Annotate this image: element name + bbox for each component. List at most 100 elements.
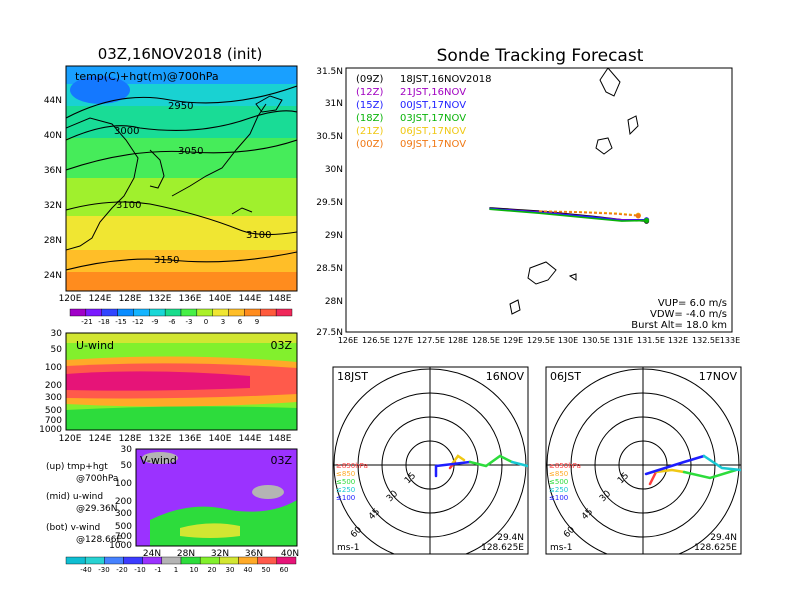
temp-cb-label-2: -18 bbox=[98, 318, 109, 326]
contour-label-3150: 3150 bbox=[154, 255, 179, 266]
track-lon-127E: 127E bbox=[393, 336, 413, 345]
legend-12z-time: 21JST,16NOV bbox=[400, 87, 466, 98]
temp-cb-label-4: -12 bbox=[132, 318, 143, 326]
track-lon-129.5E: 129.5E bbox=[527, 336, 555, 345]
hodo1-unit: ms-1 bbox=[337, 543, 359, 553]
temp-colorbar: -21 -18 -15 -12 -9 -6 -3 0 3 6 9 bbox=[69, 308, 293, 326]
hodo1-right-label: 16NOV bbox=[486, 370, 525, 383]
cold-pool bbox=[70, 76, 130, 104]
map-lon-148E: 148E bbox=[269, 294, 292, 304]
hodo2-seg-cyan bbox=[702, 454, 741, 472]
track-lat-28N: 28N bbox=[325, 297, 343, 307]
map-lon-144E: 144E bbox=[239, 294, 262, 304]
temp-colorbar-swatch bbox=[275, 308, 293, 317]
uwind-band-core bbox=[66, 371, 250, 391]
uwind-level-200: 200 bbox=[45, 381, 62, 391]
vwind-time: 03Z bbox=[270, 454, 292, 467]
temp-colorbar-swatch bbox=[101, 308, 118, 317]
contour-label-3050: 3050 bbox=[178, 146, 203, 157]
temp-cb-label-6: -6 bbox=[169, 318, 177, 326]
track-line-6 bbox=[538, 210, 639, 217]
track-lon-128E: 128E bbox=[448, 336, 468, 345]
temp-map-frame bbox=[65, 65, 298, 292]
temp-band-8 bbox=[66, 272, 297, 291]
hodo2-legend-850: ≤850 bbox=[549, 470, 568, 478]
uwind-section bbox=[66, 333, 297, 430]
wind-colorbar-swatch bbox=[199, 556, 220, 565]
hodo1-pressure-legend: ≥850hPa ≤850 ≤500 ≤250 ≤100 bbox=[336, 462, 368, 502]
hodo2-unit: ms-1 bbox=[550, 543, 572, 553]
wind-cb-label-9: 30 bbox=[226, 566, 235, 574]
wind-colorbar-labels: -40 -30 -20 -10 -1 1 10 20 30 40 50 60 bbox=[80, 566, 288, 574]
map-lon-136E: 136E bbox=[179, 294, 202, 304]
hodo1-legend-500: ≤500 bbox=[336, 478, 355, 486]
track-lon-131.5E: 131.5E bbox=[637, 336, 665, 345]
wind-cb-label-6: 1 bbox=[174, 566, 178, 574]
vwind-lat-28N: 28N bbox=[177, 549, 195, 559]
temp-colorbar-swatch bbox=[196, 308, 213, 317]
hodo2-seg-red bbox=[648, 470, 658, 486]
info-vup: VUP= 6.0 m/s bbox=[658, 298, 727, 309]
hodo1-seg-blue bbox=[434, 460, 472, 478]
legend-09z-code: (09Z) bbox=[356, 74, 383, 85]
temp-colorbar-swatch bbox=[164, 308, 182, 317]
uwind-band-top bbox=[66, 333, 297, 343]
left-title: 03Z,16NOV2018 (init) bbox=[98, 45, 263, 63]
vwind-label: V-wind bbox=[140, 454, 177, 467]
track-lon-132E: 132E bbox=[668, 336, 688, 345]
track-endpoint-4 bbox=[643, 217, 650, 224]
wind-colorbar-swatch bbox=[161, 556, 182, 565]
contour-labels: 2950 3000 3050 3100 3100 3150 bbox=[114, 101, 271, 266]
sonde-info: VUP= 6.0 m/s VDW= -4.0 m/s Burst Alt= 18… bbox=[631, 298, 727, 331]
vwind-lat-32N: 32N bbox=[211, 549, 229, 559]
wind-colorbar-swatch bbox=[219, 556, 239, 565]
vwind-level-500: 500 bbox=[115, 522, 132, 532]
note-up-2: @700hPa bbox=[76, 474, 118, 484]
map-label: temp(C)+hgt(m)@700hPa bbox=[75, 70, 219, 83]
wind-cb-label-1: -40 bbox=[80, 566, 91, 574]
track-lat-28.5N: 28.5N bbox=[316, 264, 343, 274]
vwind-level-200: 200 bbox=[115, 497, 132, 507]
temp-colorbar-swatch bbox=[85, 308, 102, 317]
legend-18z-code: (18Z) bbox=[356, 113, 383, 124]
vwind-grey-2 bbox=[252, 485, 284, 499]
wind-cb-label-11: 50 bbox=[262, 566, 271, 574]
map-lon-124E: 124E bbox=[89, 294, 112, 304]
wind-cb-label-5: -1 bbox=[155, 566, 162, 574]
hodo1-trace bbox=[434, 454, 528, 478]
wind-colorbar-swatch bbox=[123, 556, 143, 565]
uwind-level-500: 500 bbox=[45, 406, 62, 416]
hodo2-legend-250: ≤250 bbox=[549, 486, 568, 494]
uwind-level-300: 300 bbox=[45, 393, 62, 403]
wind-colorbar-swatch bbox=[180, 556, 201, 565]
hodo1-legend-250: ≤250 bbox=[336, 486, 355, 494]
legend-15z-code: (15Z) bbox=[356, 100, 383, 111]
contour-label-3100-b: 3100 bbox=[246, 230, 271, 241]
hodograph-2: 06JST 17NOV 15 30 45 60 ≥850hPa ≤850 ≤50… bbox=[545, 366, 742, 555]
track-lon-127.5E: 127.5E bbox=[417, 336, 445, 345]
track-lon-132.5E: 132.5E bbox=[692, 336, 720, 345]
temp-cb-label-1: -21 bbox=[81, 318, 92, 326]
track-lon-126E: 126E bbox=[338, 336, 358, 345]
vwind-yellow-patch bbox=[180, 523, 240, 538]
vwind-level-50: 50 bbox=[121, 461, 133, 471]
track-lon-128.5E: 128.5E bbox=[472, 336, 500, 345]
temp-cb-label-8: 0 bbox=[204, 318, 208, 326]
vwind-level-100: 100 bbox=[115, 479, 132, 489]
hodo1-left-label: 18JST bbox=[337, 370, 368, 383]
note-up-1: (up) tmp+hgt bbox=[46, 462, 108, 472]
contour-label-2950: 2950 bbox=[168, 101, 193, 112]
wind-cb-label-4: -10 bbox=[134, 566, 145, 574]
uwind-lon-136E: 136E bbox=[179, 434, 202, 444]
hodo2-trace bbox=[644, 454, 741, 486]
wind-cb-label-7: 10 bbox=[190, 566, 199, 574]
track-series bbox=[489, 207, 650, 224]
legend-12z-code: (12Z) bbox=[356, 87, 383, 98]
contour-3150 bbox=[66, 251, 297, 271]
track-map-bg bbox=[346, 68, 732, 332]
contour-3050 bbox=[66, 139, 297, 171]
vwind-level-1000: 1000 bbox=[109, 541, 132, 551]
coastline-japan bbox=[171, 103, 267, 215]
note-mid-2: @29.36N bbox=[76, 504, 118, 514]
